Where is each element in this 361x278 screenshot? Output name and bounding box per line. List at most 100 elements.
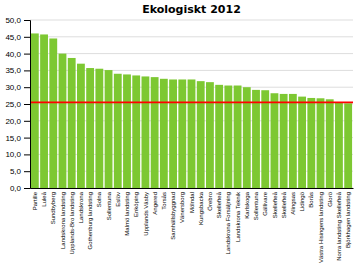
tick-mark	[24, 54, 30, 55]
tick-label: Örebro	[207, 191, 213, 210]
tick: Malmö landsting	[124, 192, 130, 236]
bar	[86, 68, 94, 188]
bar	[234, 86, 242, 188]
tick-label: Karlskoga	[244, 191, 250, 218]
bar	[49, 38, 57, 188]
tick-label: 50,0	[5, 16, 21, 25]
bar	[77, 64, 85, 188]
bar	[95, 69, 103, 188]
tick-label: Vänersborg	[179, 192, 185, 223]
tick: Samhällsbyggnad	[170, 192, 176, 240]
bar	[298, 97, 306, 188]
tick: 30,0	[5, 83, 30, 92]
bar	[197, 81, 205, 188]
tick-label: 15,0	[5, 134, 21, 143]
tick-label: Partille	[32, 191, 38, 210]
tick-label: Skellefteå	[272, 191, 278, 218]
tick-label: Landskrona	[78, 191, 84, 223]
bar	[68, 58, 76, 188]
tick-label: Samhällsbyggnad	[170, 192, 176, 240]
tick: Alingsas	[290, 192, 296, 215]
tick-label: 30,0	[5, 83, 21, 92]
tick-label: Sollentuna	[106, 191, 112, 220]
tick-label: Lidingö	[299, 191, 305, 211]
title: Ekologiskt 2012	[142, 3, 241, 16]
tick-label: Borås	[308, 192, 314, 208]
bar	[280, 94, 288, 188]
tick-label: Sundbyberg	[50, 192, 56, 224]
tick: Norra landsting Skellefteå	[336, 191, 342, 260]
tick-mark	[24, 121, 30, 122]
tick: Solna	[96, 191, 102, 207]
tick: Torsås	[161, 192, 167, 210]
tick-label: Luleå	[41, 191, 47, 206]
tick: Skellefteå	[272, 191, 278, 218]
bar	[40, 34, 48, 188]
tick-label: 25,0	[5, 100, 21, 109]
grid	[30, 20, 353, 188]
tick-label: Alingsas	[290, 192, 296, 215]
tick: Gällivare	[262, 191, 268, 215]
plot: 0,0 5,0 10,0 15,0 20,0 25,0 30,0 35,0 40,0 45,0 50…	[5, 16, 353, 263]
bar	[188, 79, 196, 188]
x-axis: PartilleLuleåSundbyberg Landskrona landst…	[31, 189, 354, 264]
tick-label: Mölndal	[189, 192, 195, 213]
tick-label: Landskrona Forsäljning	[225, 192, 231, 254]
tick: 50,0	[5, 16, 30, 25]
bar	[142, 76, 150, 188]
tick: Gothenburg landsting	[87, 192, 93, 249]
tick: Sollentuna	[253, 191, 259, 220]
tick: Örebro	[207, 191, 213, 210]
tick: Mölndal	[189, 192, 195, 213]
tick-mark	[24, 37, 30, 38]
tick-label: Glorö	[327, 191, 333, 206]
tick-label: Norra landsting Skellefteå	[336, 191, 342, 260]
tick: Skellefteå	[281, 191, 287, 218]
marks	[30, 33, 353, 188]
tick: Glorö	[327, 191, 333, 206]
bar	[178, 79, 186, 188]
bar	[326, 99, 334, 188]
bar	[261, 90, 269, 188]
tick-label: Sollentuna	[253, 191, 259, 220]
tick: Karlskoga	[244, 191, 250, 218]
tick-label: Upplands Väsby	[143, 192, 149, 236]
tick-label: Eslöv	[115, 192, 121, 207]
tick-label: 40,0	[5, 50, 21, 59]
tick: 45,0	[5, 33, 30, 42]
tick-label: 45,0	[5, 33, 21, 42]
tick: Angered	[152, 192, 158, 215]
grid-line	[30, 53, 353, 54]
tick-label: Björkhagen landsting	[345, 192, 351, 248]
tick: Enköping	[133, 192, 139, 217]
bar	[132, 75, 140, 188]
tick: 20,0	[5, 117, 30, 126]
tick: Sollentuna	[106, 191, 112, 220]
tick: 40,0	[5, 50, 30, 59]
axis-line	[24, 21, 31, 189]
tick-label: Torsås	[161, 192, 167, 210]
tick: 25,0	[5, 100, 30, 109]
bar	[59, 54, 67, 188]
tick-label: 0,0	[10, 184, 22, 193]
tick: Eslöv	[115, 192, 121, 207]
tick: Luleå	[41, 191, 47, 206]
grid-line	[30, 20, 353, 21]
bar	[114, 74, 122, 188]
bar	[215, 85, 223, 188]
tick-label: Landskrona landsting	[60, 192, 66, 249]
tick-label: 10,0	[5, 150, 21, 159]
tick: 35,0	[5, 66, 30, 75]
tick-label: Gällivare	[262, 191, 268, 215]
tick: Landskrona	[78, 191, 84, 223]
tick-mark	[24, 20, 30, 21]
reference-line	[30, 101, 353, 103]
tick-mark	[24, 188, 30, 189]
tick-mark	[24, 154, 30, 155]
tick: Sundbyberg	[50, 192, 56, 224]
tick-label: 5,0	[10, 167, 22, 176]
tick-mark	[24, 138, 30, 139]
tick-label: Enköping	[133, 192, 139, 217]
tick-label: Västra Hisingens landsting	[318, 192, 324, 263]
tick-label: Solna	[96, 191, 102, 207]
